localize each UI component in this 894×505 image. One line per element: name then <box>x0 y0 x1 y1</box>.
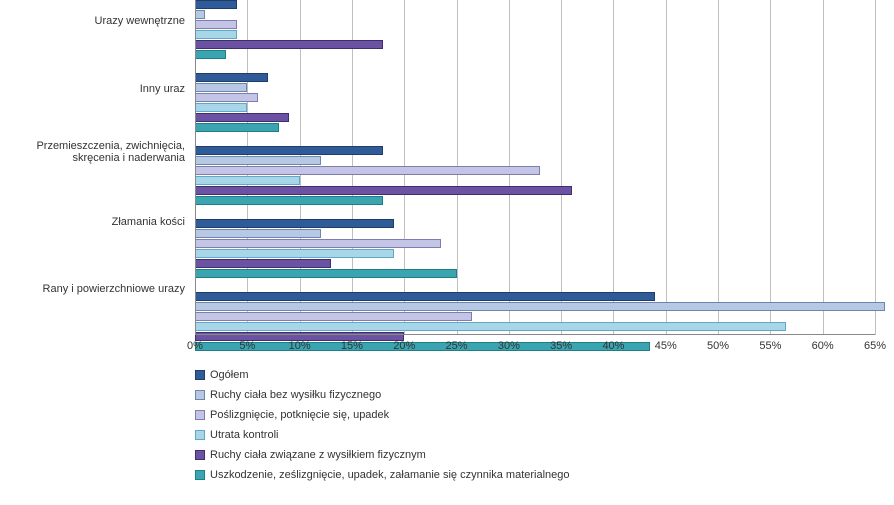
legend-swatch <box>195 410 205 420</box>
legend-item: Utrata kontroli <box>195 428 570 442</box>
legend-label: Ruchy ciała związane z wysiłkiem fizyczn… <box>210 448 426 462</box>
category-label: Rany i powierzchniowe urazy <box>0 283 185 295</box>
legend-label: Uszkodzenie, ześlizgnięcie, upadek, zała… <box>210 468 570 482</box>
x-tick-label: 15% <box>332 340 372 352</box>
x-tick-label: 50% <box>698 340 738 352</box>
grid-line <box>875 0 876 335</box>
x-tick-label: 20% <box>384 340 424 352</box>
legend-item: Ruchy ciała bez wysiłku fizycznego <box>195 388 570 402</box>
legend-swatch <box>195 370 205 380</box>
legend-label: Poślizgnięcie, potknięcie się, upadek <box>210 408 389 422</box>
legend-swatch <box>195 390 205 400</box>
category-label: Złamania kości <box>0 216 185 228</box>
legend-label: Ruchy ciała bez wysiłku fizycznego <box>210 388 381 402</box>
x-axis-line <box>195 334 875 335</box>
x-tick-label: 65% <box>855 340 894 352</box>
legend-label: Ogółem <box>210 368 249 382</box>
x-tick-label: 35% <box>541 340 581 352</box>
legend-item: Ruchy ciała związane z wysiłkiem fizyczn… <box>195 448 570 462</box>
x-tick-label: 5% <box>227 340 267 352</box>
y-axis-line <box>195 0 196 335</box>
x-tick-label: 10% <box>280 340 320 352</box>
category-label: Przemieszczenia, zwichnięcia, skręcenia … <box>0 140 185 164</box>
x-tick-label: 45% <box>646 340 686 352</box>
legend-label: Utrata kontroli <box>210 428 278 442</box>
x-tick-label: 40% <box>593 340 633 352</box>
legend-swatch <box>195 470 205 480</box>
x-tick-label: 30% <box>489 340 529 352</box>
legend-swatch <box>195 450 205 460</box>
legend-item: Uszkodzenie, ześlizgnięcie, upadek, zała… <box>195 468 570 482</box>
legend-item: Poślizgnięcie, potknięcie się, upadek <box>195 408 570 422</box>
legend: Ogółem Ruchy ciała bez wysiłku fizycznego… <box>195 368 570 488</box>
x-tick-label: 0% <box>175 340 215 352</box>
x-tick-label: 60% <box>803 340 843 352</box>
x-axis-ticks: 0%5%10%15%20%25%30%35%40%45%50%55%60%65% <box>195 0 875 360</box>
chart-container: Urazy wewnętrzne Inny uraz Przemieszczen… <box>0 0 894 505</box>
x-tick-label: 55% <box>750 340 790 352</box>
x-tick-label: 25% <box>437 340 477 352</box>
category-label: Inny uraz <box>0 83 185 95</box>
legend-swatch <box>195 430 205 440</box>
category-label: Urazy wewnętrzne <box>0 15 185 27</box>
legend-item: Ogółem <box>195 368 570 382</box>
